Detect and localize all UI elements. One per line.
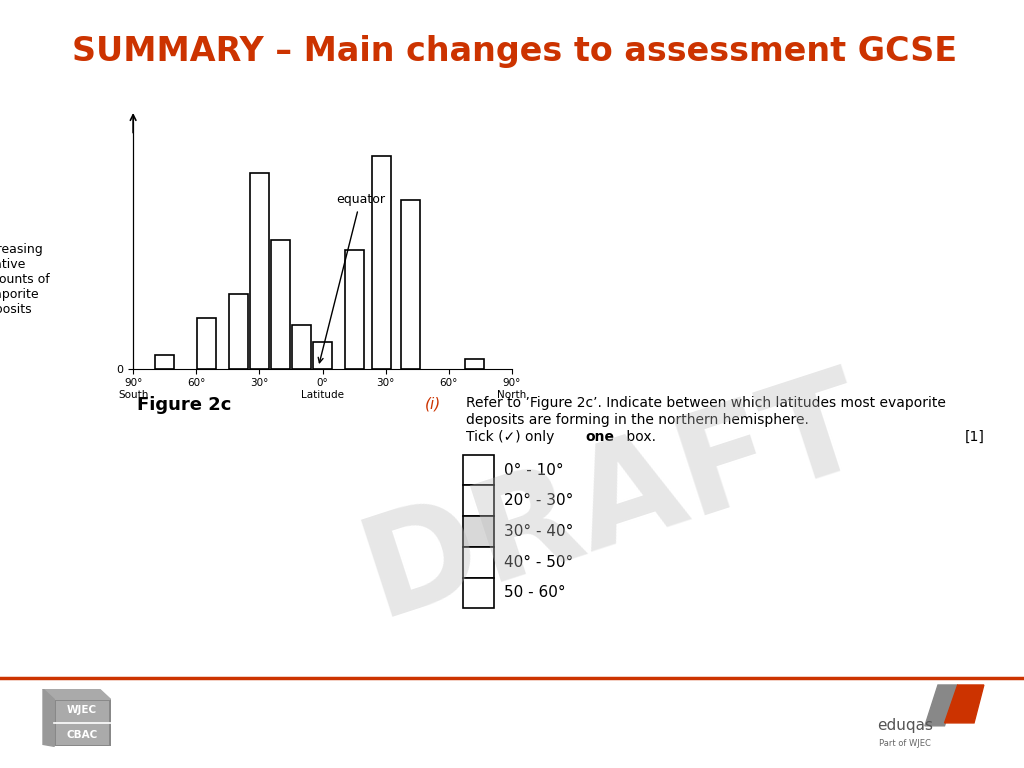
Bar (229, 294, 248, 369)
Text: 30° - 40°: 30° - 40° (504, 524, 573, 539)
Text: Figure 2c: Figure 2c (137, 396, 231, 413)
Bar (292, 325, 311, 369)
Bar (401, 200, 421, 369)
Text: Tick (✓) only: Tick (✓) only (466, 430, 559, 444)
Text: WJEC: WJEC (67, 705, 97, 715)
Text: 50 - 60°: 50 - 60° (504, 585, 565, 601)
Bar (313, 342, 332, 369)
Text: SUMMARY – Main changes to assessment GCSE: SUMMARY – Main changes to assessment GCS… (72, 35, 956, 68)
Text: one: one (586, 430, 614, 444)
Polygon shape (944, 685, 984, 723)
Text: [1]: [1] (966, 430, 985, 444)
Text: Part of WJEC: Part of WJEC (880, 739, 931, 748)
Text: DRAFT: DRAFT (347, 355, 882, 644)
Bar (465, 359, 483, 369)
Bar (345, 250, 364, 369)
Polygon shape (43, 689, 54, 746)
FancyBboxPatch shape (54, 700, 111, 746)
Text: box.: box. (622, 430, 655, 444)
Bar (271, 240, 290, 369)
Text: (i): (i) (425, 396, 441, 412)
Polygon shape (43, 689, 111, 700)
Text: 0° - 10°: 0° - 10° (504, 462, 563, 478)
Bar (198, 318, 216, 369)
Text: equator: equator (318, 194, 385, 362)
FancyBboxPatch shape (56, 700, 109, 745)
Bar (156, 355, 174, 369)
Text: deposits are forming in the northern hemisphere.: deposits are forming in the northern hem… (466, 413, 809, 427)
Text: CBAC: CBAC (67, 730, 97, 740)
Polygon shape (925, 685, 957, 726)
Bar (250, 173, 269, 369)
Text: eduqas: eduqas (878, 718, 933, 733)
Y-axis label: Increasing
relative
amounts of
evaporite
deposits: Increasing relative amounts of evaporite… (0, 243, 50, 316)
Bar (372, 156, 391, 369)
Text: Refer to ’Figure 2c’. Indicate between which latitudes most evaporite: Refer to ’Figure 2c’. Indicate between w… (466, 396, 946, 410)
Text: 40° - 50°: 40° - 50° (504, 554, 573, 570)
Text: 20° - 30°: 20° - 30° (504, 493, 573, 508)
